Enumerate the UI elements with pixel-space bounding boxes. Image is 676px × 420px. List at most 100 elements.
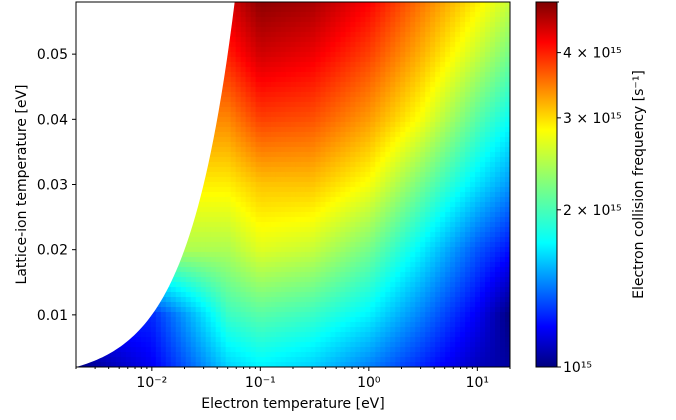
heatmap-cell (350, 17, 356, 23)
heatmap-cell (470, 277, 476, 283)
heatmap-cell (210, 277, 217, 283)
heatmap-cell (205, 192, 212, 198)
heatmap-cell (480, 282, 486, 288)
heatmap-cell (305, 147, 312, 153)
heatmap-cell (355, 272, 361, 278)
heatmap-cell (280, 2, 287, 8)
heatmap-cell (295, 47, 302, 53)
heatmap-cell (310, 247, 317, 253)
heatmap-cell (380, 97, 386, 103)
heatmap-cell (240, 27, 247, 33)
heatmap-cell (335, 127, 341, 133)
heatmap-cell (485, 197, 491, 203)
heatmap-cell (355, 102, 361, 108)
heatmap-cell (390, 22, 396, 28)
heatmap-cell (460, 192, 466, 198)
heatmap-cell (475, 207, 481, 213)
heatmap-cell (260, 12, 267, 18)
heatmap-cell (205, 212, 212, 218)
heatmap-cell (345, 52, 351, 58)
heatmap-cell (370, 207, 376, 213)
heatmap-cell (345, 137, 351, 143)
heatmap-cell (250, 287, 257, 293)
heatmap-cell (220, 137, 227, 143)
heatmap-cell (505, 137, 510, 143)
heatmap-cell (420, 17, 426, 23)
heatmap-cell (405, 87, 411, 93)
heatmap-cell (400, 52, 406, 58)
heatmap-cell (210, 202, 217, 208)
heatmap-cell (470, 27, 476, 33)
heatmap-cell (430, 187, 436, 193)
heatmap-cell (500, 222, 506, 228)
heatmap-cell (435, 272, 441, 278)
heatmap-cell (410, 2, 416, 8)
heatmap-cell (245, 217, 252, 223)
heatmap-cell (395, 212, 401, 218)
heatmap-cell (360, 57, 366, 63)
heatmap-cell (445, 202, 451, 208)
heatmap-cell (300, 57, 307, 63)
heatmap-cell (230, 62, 237, 68)
heatmap-cell (335, 207, 341, 213)
heatmap-cell (200, 232, 207, 238)
heatmap-cell (395, 197, 401, 203)
heatmap-cell (385, 37, 391, 43)
heatmap-cell (315, 27, 322, 33)
heatmap-cell (350, 47, 356, 53)
heatmap-cell (380, 242, 386, 248)
heatmap-cell (380, 262, 386, 268)
heatmap-cell (290, 37, 297, 43)
heatmap-cell (480, 37, 486, 43)
heatmap-cell (365, 37, 371, 43)
heatmap-cell (485, 192, 491, 198)
heatmap-cell (230, 87, 237, 93)
heatmap-cell (460, 127, 466, 133)
heatmap-cell (255, 262, 262, 268)
heatmap-cell (410, 127, 416, 133)
heatmap-cell (480, 212, 486, 218)
heatmap-cell (310, 197, 317, 203)
heatmap-cell (330, 57, 336, 63)
heatmap-cell (395, 232, 401, 238)
heatmap-cell (350, 192, 356, 198)
heatmap-cell (405, 232, 411, 238)
heatmap-cell (360, 272, 366, 278)
heatmap-cell (390, 182, 396, 188)
heatmap-cell (435, 197, 441, 203)
heatmap-cell (250, 47, 257, 53)
heatmap-cell (385, 22, 391, 28)
heatmap-cell (505, 177, 510, 183)
heatmap-cell (280, 237, 287, 243)
heatmap-cell (185, 282, 192, 288)
heatmap-cell (305, 47, 312, 53)
heatmap-cell (475, 247, 481, 253)
heatmap-cell (290, 12, 297, 18)
heatmap-cell (335, 62, 341, 68)
heatmap-cell (430, 172, 436, 178)
heatmap-cell (430, 57, 436, 63)
heatmap-cell (295, 207, 302, 213)
heatmap-cell (400, 132, 406, 138)
heatmap-cell (450, 112, 456, 118)
heatmap-cell (480, 122, 486, 128)
heatmap-cell (470, 197, 476, 203)
heatmap-cell (445, 252, 451, 258)
heatmap-cell (310, 17, 317, 23)
heatmap-cell (370, 87, 376, 93)
heatmap-cell (410, 267, 416, 273)
heatmap-cell (255, 187, 262, 193)
heatmap-cell (490, 167, 496, 173)
heatmap-cell (465, 57, 471, 63)
heatmap-cell (470, 122, 476, 128)
heatmap-cell (310, 77, 317, 83)
heatmap-cell (450, 182, 456, 188)
heatmap-cell (450, 87, 456, 93)
heatmap-cell (425, 17, 431, 23)
heatmap-cell (230, 57, 237, 63)
heatmap-cell (275, 42, 282, 48)
heatmap-cell (505, 172, 510, 178)
heatmap-cell (465, 167, 471, 173)
heatmap-cell (250, 187, 257, 193)
heatmap-cell (395, 237, 401, 243)
